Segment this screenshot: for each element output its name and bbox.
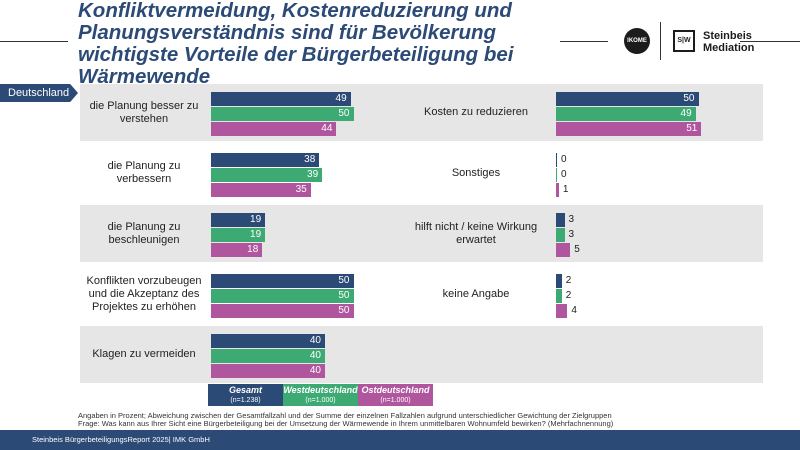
category-label-right-4: keine Angabe	[442, 287, 510, 300]
category-label-left-2: die Planung zu verbessern	[107, 160, 181, 185]
bar-right-4-gesamt	[556, 273, 562, 288]
country-tab: Deutschland	[0, 84, 78, 102]
bar-value-right-2-gesamt: 0	[561, 153, 567, 165]
bar-value-left-2-ost: 35	[295, 183, 307, 195]
bar-value-left-3-gesamt: 19	[250, 214, 262, 225]
bar-right-2-gesamt	[556, 152, 557, 167]
divider-line-left	[0, 41, 68, 42]
bar-left-2-ost	[211, 182, 311, 197]
bar-value-left-3-west: 19	[250, 229, 262, 240]
category-label-left-3: die Planung zu beschleunigen	[107, 220, 181, 246]
bar-left-3-ost	[211, 243, 263, 257]
bar-value-right-4-west: 2	[565, 289, 572, 301]
category-label-left-1: die Planung besser zu verstehen	[89, 99, 199, 125]
category-label-left-5: Klagen zu vermeiden	[92, 348, 196, 360]
bar-left-2-west	[211, 167, 323, 182]
bar-value-left-1-ost: 44	[321, 123, 333, 134]
bar-value-right-3-gesamt: 3	[568, 214, 575, 225]
logo-separator	[660, 22, 661, 60]
ikome-logo: IKOME	[624, 28, 650, 54]
row-band-2	[80, 144, 763, 202]
bar-value-left-5-gesamt: 40	[309, 335, 321, 346]
legend-ost-n: (n=1.000)	[380, 397, 411, 404]
bar-value-right-2-ost: 1	[562, 183, 569, 195]
bar-value-right-3-ost: 5	[574, 244, 580, 255]
category-label-left-4: Konflikten vorzubeugen und die Akzeptanz…	[86, 274, 202, 313]
bar-right-4-ost	[556, 303, 568, 318]
bar-value-left-1-gesamt: 49	[335, 93, 347, 104]
bar-value-right-2-west: 0	[561, 168, 567, 180]
steinbeis-logo-line1: Steinbeis	[703, 30, 752, 42]
bar-left-2-gesamt	[211, 152, 320, 167]
bar-value-left-3-ost: 18	[247, 244, 259, 255]
footnote-units: Angaben in Prozent; Abweichung zwischen …	[78, 411, 612, 420]
steinbeis-logo-mark: S|W	[673, 30, 695, 52]
footnote-question: Frage: Was kann aus Ihrer Sicht eine Bür…	[78, 419, 614, 428]
bar-left-4-ost	[211, 303, 354, 318]
legend-gesamt-name: Gesamt	[228, 385, 263, 395]
bar-left-5-ost	[211, 364, 325, 378]
bar-value-left-4-gesamt: 50	[338, 274, 350, 286]
divider-line-middle	[560, 41, 608, 42]
bar-value-right-4-ost: 4	[571, 304, 577, 316]
bar-value-right-1-west: 49	[680, 108, 692, 119]
legend-west: Westdeutschland (n=1.000)	[283, 384, 358, 406]
category-label-right-3: hilft nicht / keine Wirkung erwartet	[414, 220, 538, 246]
legend-west-n: (n=1.000)	[305, 397, 336, 404]
bar-left-3-gesamt	[211, 213, 266, 227]
legend-ost-name: Ostdeutschland	[361, 385, 430, 395]
category-label-right-2: Sonstiges	[451, 166, 501, 179]
legend-ost: Ostdeutschland (n=1.000)	[358, 384, 433, 406]
bar-left-5-west	[211, 349, 325, 363]
bar-right-1-ost	[556, 122, 702, 136]
bar-value-right-3-west: 3	[568, 229, 575, 240]
bar-right-3-west	[556, 228, 565, 242]
bar-left-4-west	[211, 288, 354, 303]
bar-right-4-west	[556, 288, 562, 303]
row-band-3	[80, 205, 763, 262]
bar-right-3-ost	[556, 243, 571, 257]
legend-west-name: Westdeutschland	[283, 385, 358, 395]
bar-right-2-west	[556, 167, 557, 182]
bar-left-1-ost	[211, 122, 337, 136]
category-label-right-1: Kosten zu reduzieren	[424, 106, 528, 118]
steinbeis-logo-text: Steinbeis Mediation	[703, 30, 754, 54]
row-band-4	[80, 265, 763, 323]
bar-value-left-2-gesamt: 38	[304, 153, 316, 165]
bar-right-1-gesamt	[556, 92, 699, 106]
bar-left-1-west	[211, 107, 354, 121]
bar-right-3-gesamt	[556, 213, 565, 227]
bar-value-right-1-ost: 51	[686, 123, 698, 134]
bar-value-left-2-west: 39	[307, 168, 319, 180]
bar-value-right-1-gesamt: 50	[683, 93, 695, 104]
footer-bar: Steinbeis BürgerbeteiligungsReport 2025|…	[0, 430, 800, 450]
divider-line-right	[740, 41, 800, 42]
bar-right-1-west	[556, 107, 696, 121]
bar-left-3-west	[211, 228, 266, 242]
bar-value-left-5-west: 40	[309, 350, 321, 361]
row-band-5	[80, 326, 763, 383]
bar-left-4-gesamt	[211, 273, 354, 288]
legend-gesamt-n: (n=1.238)	[230, 397, 261, 404]
legend-gesamt: Gesamt (n=1.238)	[208, 384, 283, 406]
page-title: Konfliktvermeidung, Kostenreduzierung un…	[78, 0, 514, 88]
bar-value-left-5-ost: 40	[309, 365, 321, 376]
bar-value-left-4-west: 50	[338, 289, 350, 301]
bar-value-left-4-ost: 50	[338, 304, 350, 316]
bar-right-2-ost	[556, 182, 559, 197]
bar-value-left-1-west: 50	[338, 108, 350, 119]
bar-left-5-gesamt	[211, 334, 325, 348]
steinbeis-logo-line2: Mediation	[703, 42, 755, 54]
bar-left-1-gesamt	[211, 92, 351, 106]
bar-value-right-4-gesamt: 2	[565, 274, 572, 286]
